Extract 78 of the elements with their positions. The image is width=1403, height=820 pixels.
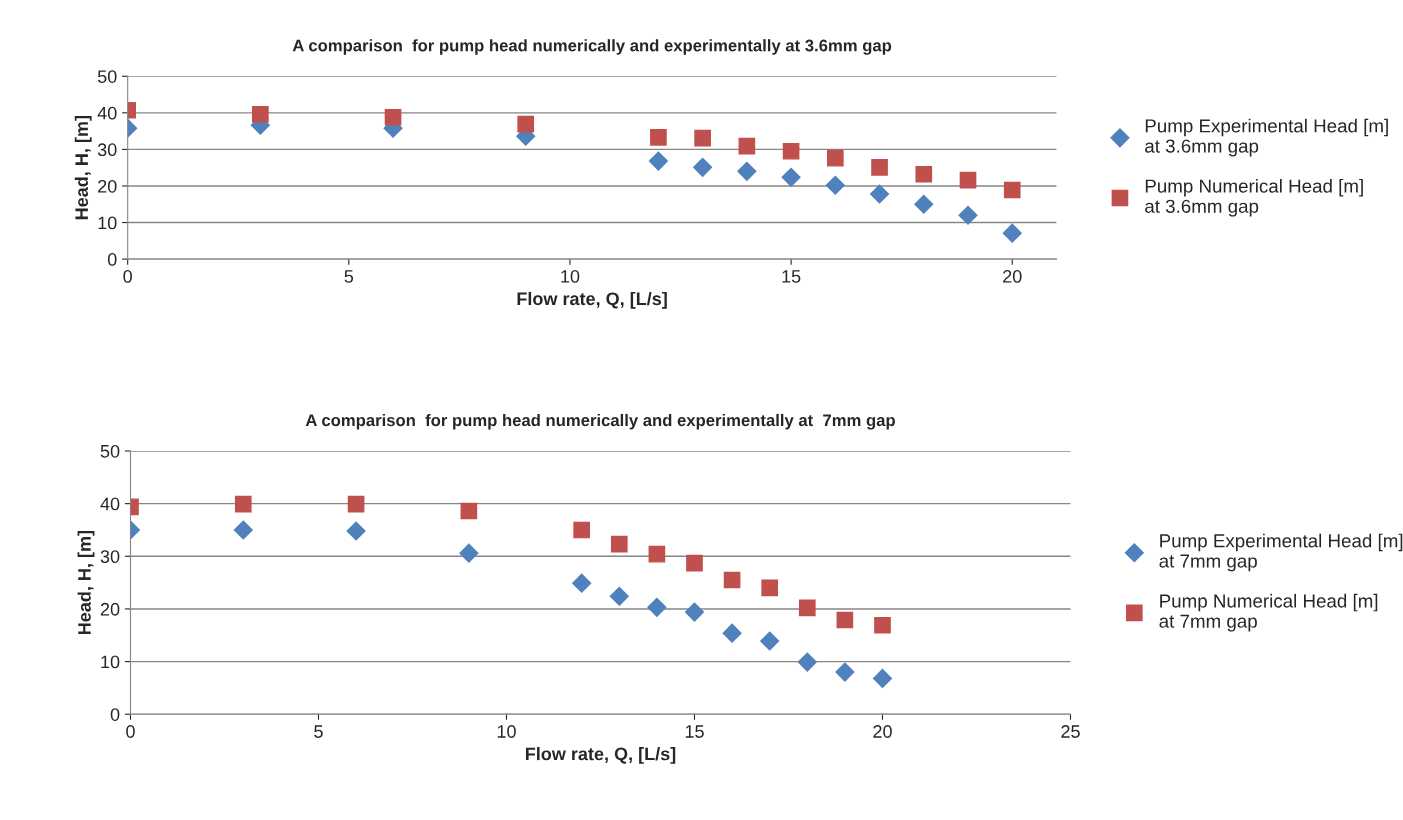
point bbox=[836, 611, 854, 629]
legend-label: Pump Numerical Head [m] at 7mm gap bbox=[1159, 593, 1378, 632]
x-tick-label: 10 bbox=[497, 725, 516, 738]
point bbox=[958, 205, 978, 225]
point bbox=[459, 543, 479, 563]
x-tick-label: 20 bbox=[873, 725, 892, 738]
x-tick-label: 20 bbox=[1003, 270, 1022, 283]
y-tick-label: 40 bbox=[97, 106, 117, 120]
point bbox=[797, 652, 817, 672]
y-tick-label: 0 bbox=[107, 253, 117, 266]
point bbox=[252, 105, 269, 123]
y-tick-label: 20 bbox=[98, 179, 117, 193]
y-axis-title: Head, H, [m] bbox=[77, 530, 95, 635]
y-tick-label: 40 bbox=[100, 497, 120, 511]
x-tick-label: 0 bbox=[126, 725, 135, 738]
point bbox=[760, 631, 780, 651]
point bbox=[647, 597, 667, 617]
point bbox=[1003, 181, 1021, 199]
point bbox=[694, 129, 711, 147]
point bbox=[782, 142, 800, 160]
point bbox=[648, 545, 666, 563]
y-tick-label: 0 bbox=[110, 708, 120, 721]
point bbox=[384, 108, 402, 126]
point bbox=[871, 158, 888, 176]
point bbox=[722, 623, 742, 643]
point bbox=[738, 137, 756, 155]
legend-label: Pump Numerical Head [m] at 3.6mm gap bbox=[1145, 178, 1363, 217]
x-axis-title: Flow rate, Q, [L/s] bbox=[517, 291, 667, 309]
point bbox=[648, 151, 668, 171]
legend-label: Pump Experimental Head [m] at 3.6mm gap bbox=[1145, 118, 1388, 157]
y-tick-label: 30 bbox=[100, 550, 120, 564]
point bbox=[460, 502, 478, 520]
y-tick-label: 50 bbox=[100, 444, 120, 458]
point bbox=[915, 165, 933, 183]
y-tick-label: 50 bbox=[97, 70, 117, 83]
x-tick-label: 10 bbox=[561, 270, 580, 283]
y-tick-label: 30 bbox=[97, 143, 117, 157]
point bbox=[610, 535, 628, 553]
point bbox=[609, 586, 629, 606]
point bbox=[914, 194, 934, 214]
y-axis-title: Head, H, [m] bbox=[74, 116, 92, 220]
point bbox=[825, 175, 845, 195]
chart-title: A comparison for pump head numerically and experimentally at 3.6mm gap bbox=[292, 39, 892, 55]
x-tick-label: 25 bbox=[1061, 725, 1080, 738]
point bbox=[826, 149, 844, 167]
point bbox=[798, 599, 816, 617]
point bbox=[874, 616, 891, 634]
x-tick-label: 15 bbox=[685, 725, 704, 738]
point bbox=[234, 495, 252, 513]
point bbox=[872, 668, 893, 688]
point bbox=[517, 115, 535, 133]
x-tick-label: 15 bbox=[782, 270, 801, 283]
point bbox=[737, 161, 757, 181]
y-tick-label: 10 bbox=[101, 655, 120, 669]
point bbox=[650, 129, 667, 146]
y-tick-label: 20 bbox=[100, 602, 120, 616]
point bbox=[959, 171, 977, 189]
x-tick-label: 5 bbox=[314, 725, 323, 738]
point bbox=[233, 520, 253, 540]
x-tick-label: 0 bbox=[123, 270, 132, 283]
point bbox=[346, 521, 366, 541]
point bbox=[572, 573, 592, 593]
y-tick-label: 10 bbox=[98, 216, 117, 230]
point bbox=[781, 167, 801, 187]
point bbox=[1002, 223, 1022, 243]
point bbox=[723, 571, 741, 589]
point bbox=[686, 554, 703, 572]
point bbox=[835, 662, 855, 682]
point bbox=[684, 602, 705, 622]
point bbox=[870, 184, 890, 204]
chart-title: A comparison for pump head numerically and experimentally at 7mm gap bbox=[305, 413, 895, 430]
x-tick-label: 5 bbox=[344, 270, 354, 283]
point bbox=[347, 495, 365, 513]
point bbox=[693, 157, 713, 177]
point bbox=[761, 579, 779, 597]
point bbox=[573, 521, 591, 539]
legend-label: Pump Experimental Head [m] at 7mm gap bbox=[1159, 533, 1403, 572]
x-axis-title: Flow rate, Q, [L/s] bbox=[525, 747, 676, 764]
